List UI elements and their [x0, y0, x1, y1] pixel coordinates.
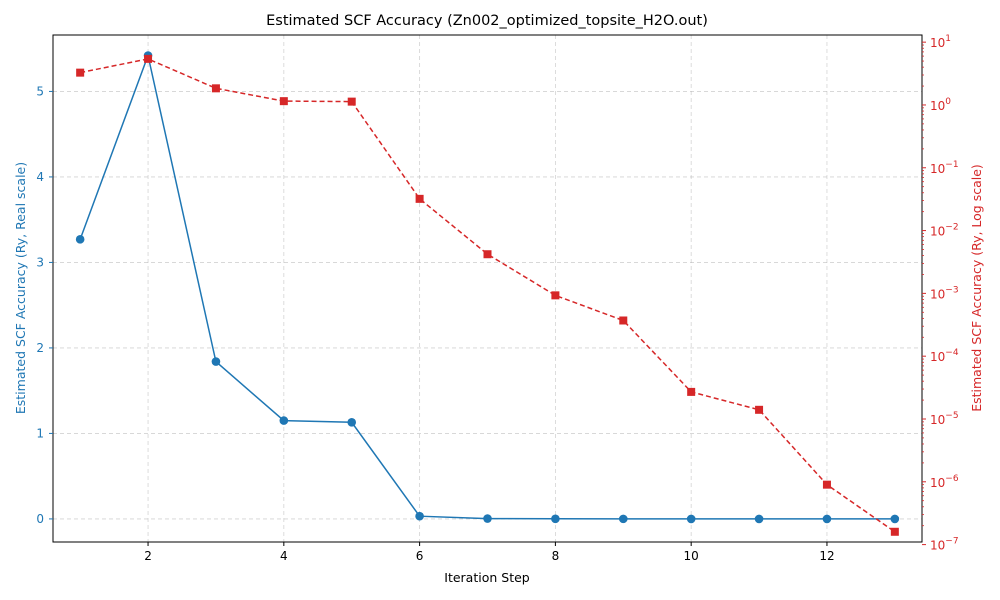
- y-right-tick-label: 10−7: [930, 537, 959, 553]
- chart-title: Estimated SCF Accuracy (Zn002_optimized_…: [266, 13, 708, 29]
- y-right-tick-label: 10−6: [930, 474, 959, 490]
- data-point-right: [279, 97, 288, 106]
- y-axis-right-label: Estimated SCF Accuracy (Ry, Log scale): [969, 164, 984, 412]
- data-point-left: [754, 514, 764, 524]
- series-line-left: [79, 52, 895, 520]
- x-tick-label: 10: [684, 549, 699, 563]
- data-point-left: [75, 235, 85, 244]
- data-point-right: [76, 68, 85, 77]
- x-tick-label: 8: [552, 549, 560, 563]
- y-right-tick-label: 10−1: [930, 160, 959, 176]
- y-axis-left-label: Estimated SCF Accuracy (Ry, Real scale): [13, 162, 28, 414]
- y-right-tick-label: 101: [930, 34, 951, 50]
- y-left-tick-label: 5: [36, 84, 44, 98]
- data-point-left: [483, 514, 492, 523]
- data-point-right: [822, 480, 831, 489]
- x-tick-label: 6: [416, 549, 424, 563]
- y-left-tick-label: 2: [36, 341, 44, 355]
- data-point-right: [483, 250, 492, 259]
- x-tick-label: 12: [819, 549, 834, 563]
- series-line-right: [80, 58, 896, 533]
- data-point-left: [347, 418, 357, 427]
- data-point-right: [687, 387, 696, 396]
- y-right-tick-label: 10−4: [930, 348, 959, 364]
- data-point-left: [415, 511, 424, 521]
- y-left-tick-label: 4: [36, 170, 44, 184]
- data-point-left: [618, 514, 628, 524]
- data-point-right: [755, 405, 764, 414]
- data-point-left: [890, 514, 900, 524]
- data-point-left: [211, 357, 221, 366]
- y-left-tick-label: 3: [36, 255, 44, 269]
- series-layer: [75, 51, 900, 536]
- data-point-left: [279, 416, 289, 425]
- data-point-right: [890, 527, 899, 536]
- y-right-tick-label: 10−2: [930, 223, 959, 239]
- data-point-right: [619, 316, 628, 325]
- y-left-tick-label: 0: [36, 512, 44, 526]
- data-point-right: [551, 291, 560, 300]
- x-tick-label: 4: [280, 549, 288, 563]
- data-point-left: [551, 514, 560, 524]
- y-right-tick-label: 100: [930, 97, 951, 113]
- data-point-left: [686, 514, 696, 524]
- plot-area-frame: [52, 34, 923, 543]
- y-right-tick-label: 10−5: [930, 411, 959, 427]
- data-point-right: [211, 84, 220, 93]
- grid-layer: [53, 35, 922, 542]
- data-point-right: [415, 194, 424, 203]
- y-left-tick-label: 1: [36, 426, 44, 440]
- data-point-right: [144, 54, 153, 63]
- x-axis-label: Iteration Step: [444, 570, 530, 585]
- data-point-right: [347, 97, 356, 106]
- y-right-tick-label: 10−3: [930, 285, 959, 301]
- x-tick-label: 2: [144, 549, 152, 563]
- data-point-left: [822, 514, 832, 524]
- ticks-layer: 2 4 6 8 10 1201234510110010−110−210−310−410−5…: [36, 34, 958, 563]
